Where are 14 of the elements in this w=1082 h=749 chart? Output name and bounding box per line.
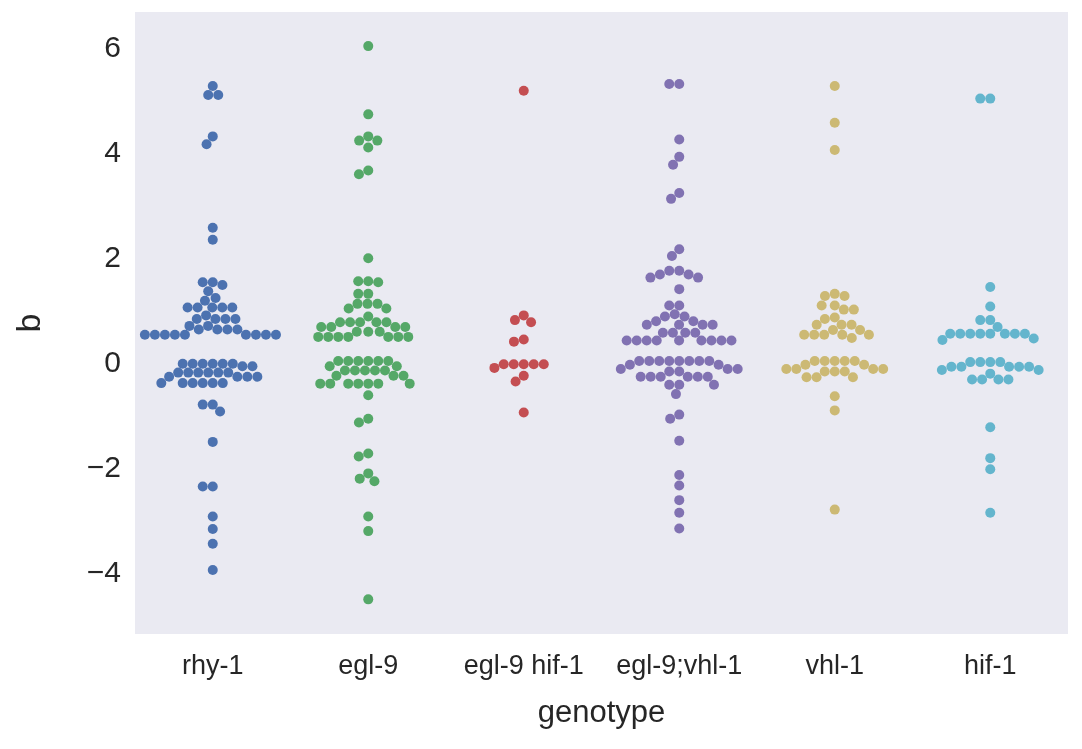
x-axis-title: genotype [537,694,666,729]
x-tick-label: hif-1 [963,650,1017,680]
y-tick-label: −4 [86,554,121,588]
y-axis-title: b [9,313,47,333]
x-tick-label: egl-9;vhl-1 [616,650,743,680]
x-tick-label: rhy-1 [181,650,244,680]
y-tick-label: 6 [104,29,121,63]
y-tick-label: 2 [104,239,121,273]
y-tick-label: 0 [104,344,121,378]
x-tick-label: egl-9 hif-1 [463,650,584,680]
y-tick-label: −2 [86,449,121,483]
x-tick-label: egl-9 [338,650,399,680]
x-tick-label: vhl-1 [805,650,865,680]
y-tick-label: 4 [104,134,121,168]
